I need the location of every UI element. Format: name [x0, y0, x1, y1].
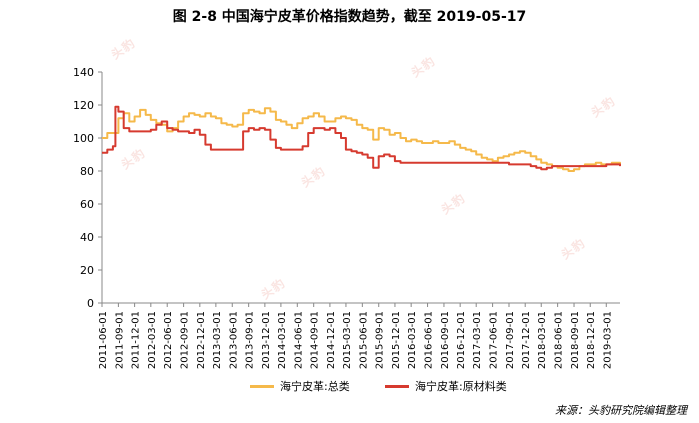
legend-swatch-raw — [385, 384, 409, 388]
x-tick-label: 2016-09-01 — [440, 311, 451, 369]
x-tick-label: 2013-12-01 — [261, 311, 272, 369]
series-line-1 — [102, 105, 621, 171]
x-tick-label: 2013-06-01 — [228, 311, 239, 369]
legend-label-raw: 海宁皮革:原材料类 — [415, 380, 507, 393]
x-tick-label: 2014-06-01 — [293, 311, 304, 369]
x-tick-label: 2016-12-01 — [456, 311, 467, 369]
x-tick-label: 2013-09-01 — [245, 311, 256, 369]
x-tick-label: 2017-09-01 — [505, 311, 516, 369]
x-tick-label: 2016-06-01 — [424, 311, 435, 369]
series-line-0 — [102, 107, 621, 172]
x-tick-label: 2015-09-01 — [375, 311, 386, 369]
x-tick-label: 2014-12-01 — [326, 311, 337, 369]
x-tick-label: 2017-06-01 — [489, 311, 500, 369]
x-tick-label: 2011-09-01 — [114, 311, 125, 369]
y-tick-label: 20 — [80, 264, 94, 277]
x-tick-label: 2015-06-01 — [358, 311, 369, 369]
x-tick-label: 2013-03-01 — [212, 311, 223, 369]
x-tick-label: 2011-06-01 — [98, 311, 109, 369]
y-tick-label: 60 — [80, 198, 94, 211]
y-tick-label: 0 — [87, 297, 94, 310]
x-tick-label: 2016-03-01 — [407, 311, 418, 369]
x-tick-label: 2017-03-01 — [472, 311, 483, 369]
x-tick-label: 2018-03-01 — [537, 311, 548, 369]
x-tick-label: 2012-03-01 — [147, 311, 158, 369]
y-tick-label: 40 — [80, 231, 94, 244]
x-tick-label: 2014-09-01 — [310, 311, 321, 369]
x-tick-label: 2017-12-01 — [521, 311, 532, 369]
y-tick-label: 140 — [73, 66, 94, 79]
y-tick-label: 80 — [80, 165, 94, 178]
chart-title: 图 2-8 中国海宁皮革价格指数趋势，截至 2019-05-17 — [172, 9, 527, 25]
x-tick-label: 2012-12-01 — [196, 311, 207, 369]
legend-swatch-total — [250, 384, 274, 388]
x-tick-label: 2015-12-01 — [391, 311, 402, 369]
x-tick-label: 2012-09-01 — [180, 311, 191, 369]
x-tick-label: 2011-12-01 — [131, 311, 142, 369]
x-tick-label: 2014-03-01 — [277, 311, 288, 369]
x-tick-label: 2015-03-01 — [342, 311, 353, 369]
x-tick-label: 2019-03-01 — [602, 311, 613, 369]
x-tick-label: 2018-06-01 — [554, 311, 565, 369]
x-tick-label: 2018-09-01 — [570, 311, 581, 369]
source-note: 来源：头豹研究院编辑整理 — [555, 404, 687, 417]
x-tick-label: 2018-12-01 — [586, 311, 597, 369]
legend-label-total: 海宁皮革:总类 — [280, 380, 350, 393]
legend-item-raw: 海宁皮革:原材料类 — [385, 378, 507, 394]
x-tick-label: 2012-06-01 — [163, 311, 174, 369]
y-tick-label: 120 — [73, 99, 94, 112]
y-tick-label: 100 — [73, 132, 94, 145]
legend-item-total: 海宁皮革:总类 — [250, 378, 350, 394]
